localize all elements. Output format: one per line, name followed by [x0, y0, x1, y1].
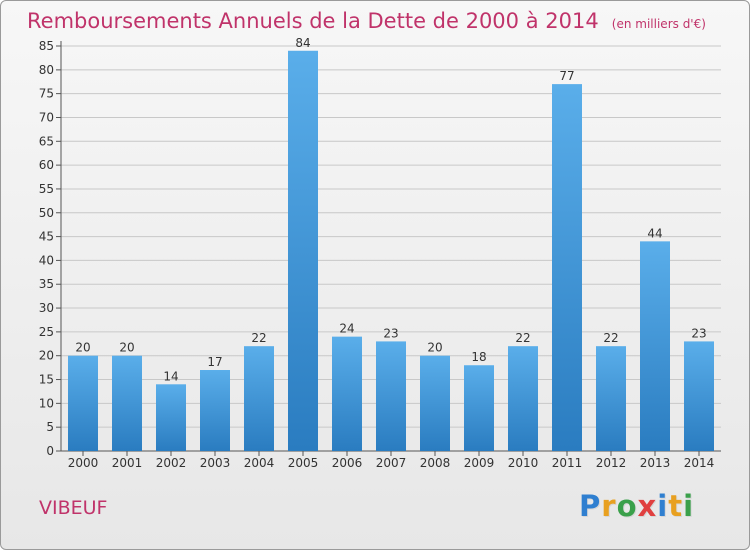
- x-tick-label: 2003: [200, 456, 231, 470]
- y-tick-label: 35: [39, 277, 54, 291]
- logo-letter: x: [637, 489, 658, 523]
- bar-2006: [332, 336, 362, 451]
- bar-2003: [200, 370, 230, 451]
- bar-value-label: 23: [691, 326, 706, 340]
- bar-2007: [376, 341, 406, 451]
- bar-2008: [420, 355, 450, 451]
- x-tick-label: 2008: [420, 456, 451, 470]
- x-tick-label: 2002: [156, 456, 187, 470]
- logo-letter: r: [601, 489, 617, 523]
- y-tick-label: 0: [46, 444, 54, 458]
- x-tick-label: 2001: [112, 456, 143, 470]
- x-tick-label: 2004: [244, 456, 275, 470]
- x-tick-label: 2005: [288, 456, 319, 470]
- bar-value-label: 14: [163, 369, 178, 383]
- bar-value-label: 22: [515, 331, 530, 345]
- y-tick-label: 65: [39, 134, 54, 148]
- y-tick-label: 55: [39, 182, 54, 196]
- chart-unit-label: (en milliers d'€): [611, 17, 706, 31]
- y-tick-label: 50: [39, 206, 54, 220]
- bar-value-label: 18: [471, 350, 486, 364]
- y-tick-label: 85: [39, 39, 54, 53]
- bar-value-label: 44: [647, 226, 662, 240]
- x-tick-label: 2014: [684, 456, 715, 470]
- bar-2000: [68, 355, 98, 451]
- y-tick-label: 25: [39, 325, 54, 339]
- x-tick-label: 2011: [552, 456, 583, 470]
- chart-title-block: Remboursements Annuels de la Dette de 20…: [27, 9, 706, 33]
- y-tick-label: 5: [46, 420, 54, 434]
- bar-value-label: 84: [295, 36, 310, 50]
- logo-letter: i: [683, 489, 695, 523]
- bar-value-label: 24: [339, 322, 354, 336]
- x-tick-label: 2006: [332, 456, 363, 470]
- bar-2009: [464, 365, 494, 451]
- bar-value-label: 22: [603, 331, 618, 345]
- proxiti-logo: Proxiti: [579, 489, 694, 523]
- y-tick-label: 80: [39, 63, 54, 77]
- bar-2010: [508, 346, 538, 451]
- y-tick-label: 70: [39, 110, 54, 124]
- x-tick-label: 2013: [640, 456, 671, 470]
- bar-value-label: 77: [559, 69, 574, 83]
- y-tick-label: 45: [39, 230, 54, 244]
- bar-2005: [288, 50, 318, 451]
- logo-letter: t: [668, 489, 684, 523]
- bar-2013: [640, 241, 670, 451]
- x-tick-label: 2007: [376, 456, 407, 470]
- commune-name: VIBEUF: [39, 497, 108, 519]
- y-tick-label: 40: [39, 253, 54, 267]
- bar-2004: [244, 346, 274, 451]
- y-tick-label: 60: [39, 158, 54, 172]
- y-tick-label: 15: [39, 373, 54, 387]
- chart-title: Remboursements Annuels de la Dette de 20…: [27, 9, 599, 33]
- x-tick-label: 2000: [68, 456, 99, 470]
- bar-value-label: 22: [251, 331, 266, 345]
- x-tick-label: 2010: [508, 456, 539, 470]
- bar-value-label: 23: [383, 326, 398, 340]
- bar-value-label: 20: [75, 341, 90, 355]
- bar-2011: [552, 84, 582, 451]
- y-tick-label: 20: [39, 349, 54, 363]
- y-tick-label: 10: [39, 396, 54, 410]
- logo-letter: i: [657, 489, 669, 523]
- bar-2002: [156, 384, 186, 451]
- bar-2014: [684, 341, 714, 451]
- bar-2001: [112, 355, 142, 451]
- bar-value-label: 17: [207, 355, 222, 369]
- bar-value-label: 20: [119, 341, 134, 355]
- bar-2012: [596, 346, 626, 451]
- bar-layer: [68, 50, 714, 451]
- bar-value-label: 20: [427, 341, 442, 355]
- label-layer: 20 20 14 17 22 84 24 23 20 18 22 77 22 44 23: [75, 36, 706, 384]
- x-tick-label: 2012: [596, 456, 627, 470]
- logo-letter: o: [616, 489, 638, 523]
- y-tick-label: 30: [39, 301, 54, 315]
- logo-letter: P: [579, 489, 602, 523]
- x-tick-label: 2009: [464, 456, 495, 470]
- y-tick-label: 75: [39, 87, 54, 101]
